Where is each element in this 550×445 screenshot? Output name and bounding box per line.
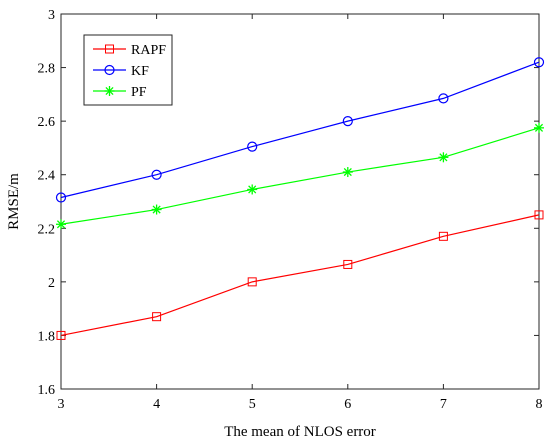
- data-point-rapf: [152, 312, 162, 322]
- y-axis-title: RMSE/m: [6, 173, 22, 230]
- series-line-kf: [60, 61, 540, 199]
- y-tick-label: 2.4: [38, 169, 56, 184]
- data-point-kf: [533, 57, 545, 68]
- data-point-rapf: [247, 277, 257, 287]
- y-tick-label: 1.6: [38, 383, 56, 398]
- data-point-pf: [56, 219, 66, 230]
- series-line-pf: [60, 127, 540, 225]
- data-point-kf: [438, 93, 449, 104]
- legend-marker: [105, 44, 114, 54]
- data-point-rapf: [343, 259, 353, 269]
- x-tick-label: 6: [344, 397, 351, 412]
- data-point-rapf: [534, 210, 544, 220]
- legend-item-pf: PF: [93, 85, 147, 100]
- x-tick-label: 7: [440, 397, 447, 412]
- legend-label: PF: [131, 85, 147, 100]
- y-tick-label: 1.8: [38, 329, 56, 344]
- data-point-rapf: [56, 330, 66, 340]
- data-point-rapf: [438, 231, 448, 241]
- legend: RAPF KF PF: [83, 34, 173, 106]
- y-tick-label: 3: [48, 8, 55, 23]
- y-tick-label: 2.6: [38, 115, 56, 130]
- data-point-kf: [151, 169, 162, 180]
- data-point-kf: [55, 192, 67, 203]
- x-tick-label: 3: [58, 397, 65, 412]
- y-tick-label: 2.2: [38, 222, 56, 237]
- x-tick-label: 5: [249, 397, 256, 412]
- legend-item-rapf: RAPF: [93, 43, 166, 58]
- series-line-rapf: [60, 214, 540, 337]
- plot-area: 3 4 5 6 7 8 1.6 1.8 2 2.2 2.4 2.6 2.8 3: [38, 8, 545, 412]
- data-point-pf: [534, 122, 544, 133]
- series-layer: [55, 57, 545, 340]
- y-axis-ticks: 1.6 1.8 2 2.2 2.4 2.6 2.8 3: [38, 8, 539, 398]
- legend-items: RAPF KF PF: [93, 43, 166, 100]
- x-tick-label: 4: [153, 397, 160, 412]
- data-point-kf: [247, 141, 258, 152]
- legend-label: KF: [131, 64, 149, 79]
- data-point-pf: [438, 152, 449, 163]
- data-point-pf: [247, 184, 258, 195]
- data-point-pf: [342, 167, 353, 178]
- data-point-kf: [342, 116, 353, 127]
- y-tick-label: 2.8: [38, 62, 56, 77]
- legend-marker: [104, 86, 115, 96]
- y-tick-label: 2: [48, 276, 55, 291]
- legend-marker: [104, 64, 115, 76]
- data-point-pf: [151, 204, 162, 215]
- legend-item-kf: KF: [93, 64, 149, 79]
- legend-label: RAPF: [131, 43, 166, 58]
- x-tick-label: 8: [536, 397, 543, 412]
- x-axis-title: The mean of NLOS error: [224, 424, 376, 440]
- x-axis-ticks: 3 4 5 6 7 8: [58, 14, 543, 412]
